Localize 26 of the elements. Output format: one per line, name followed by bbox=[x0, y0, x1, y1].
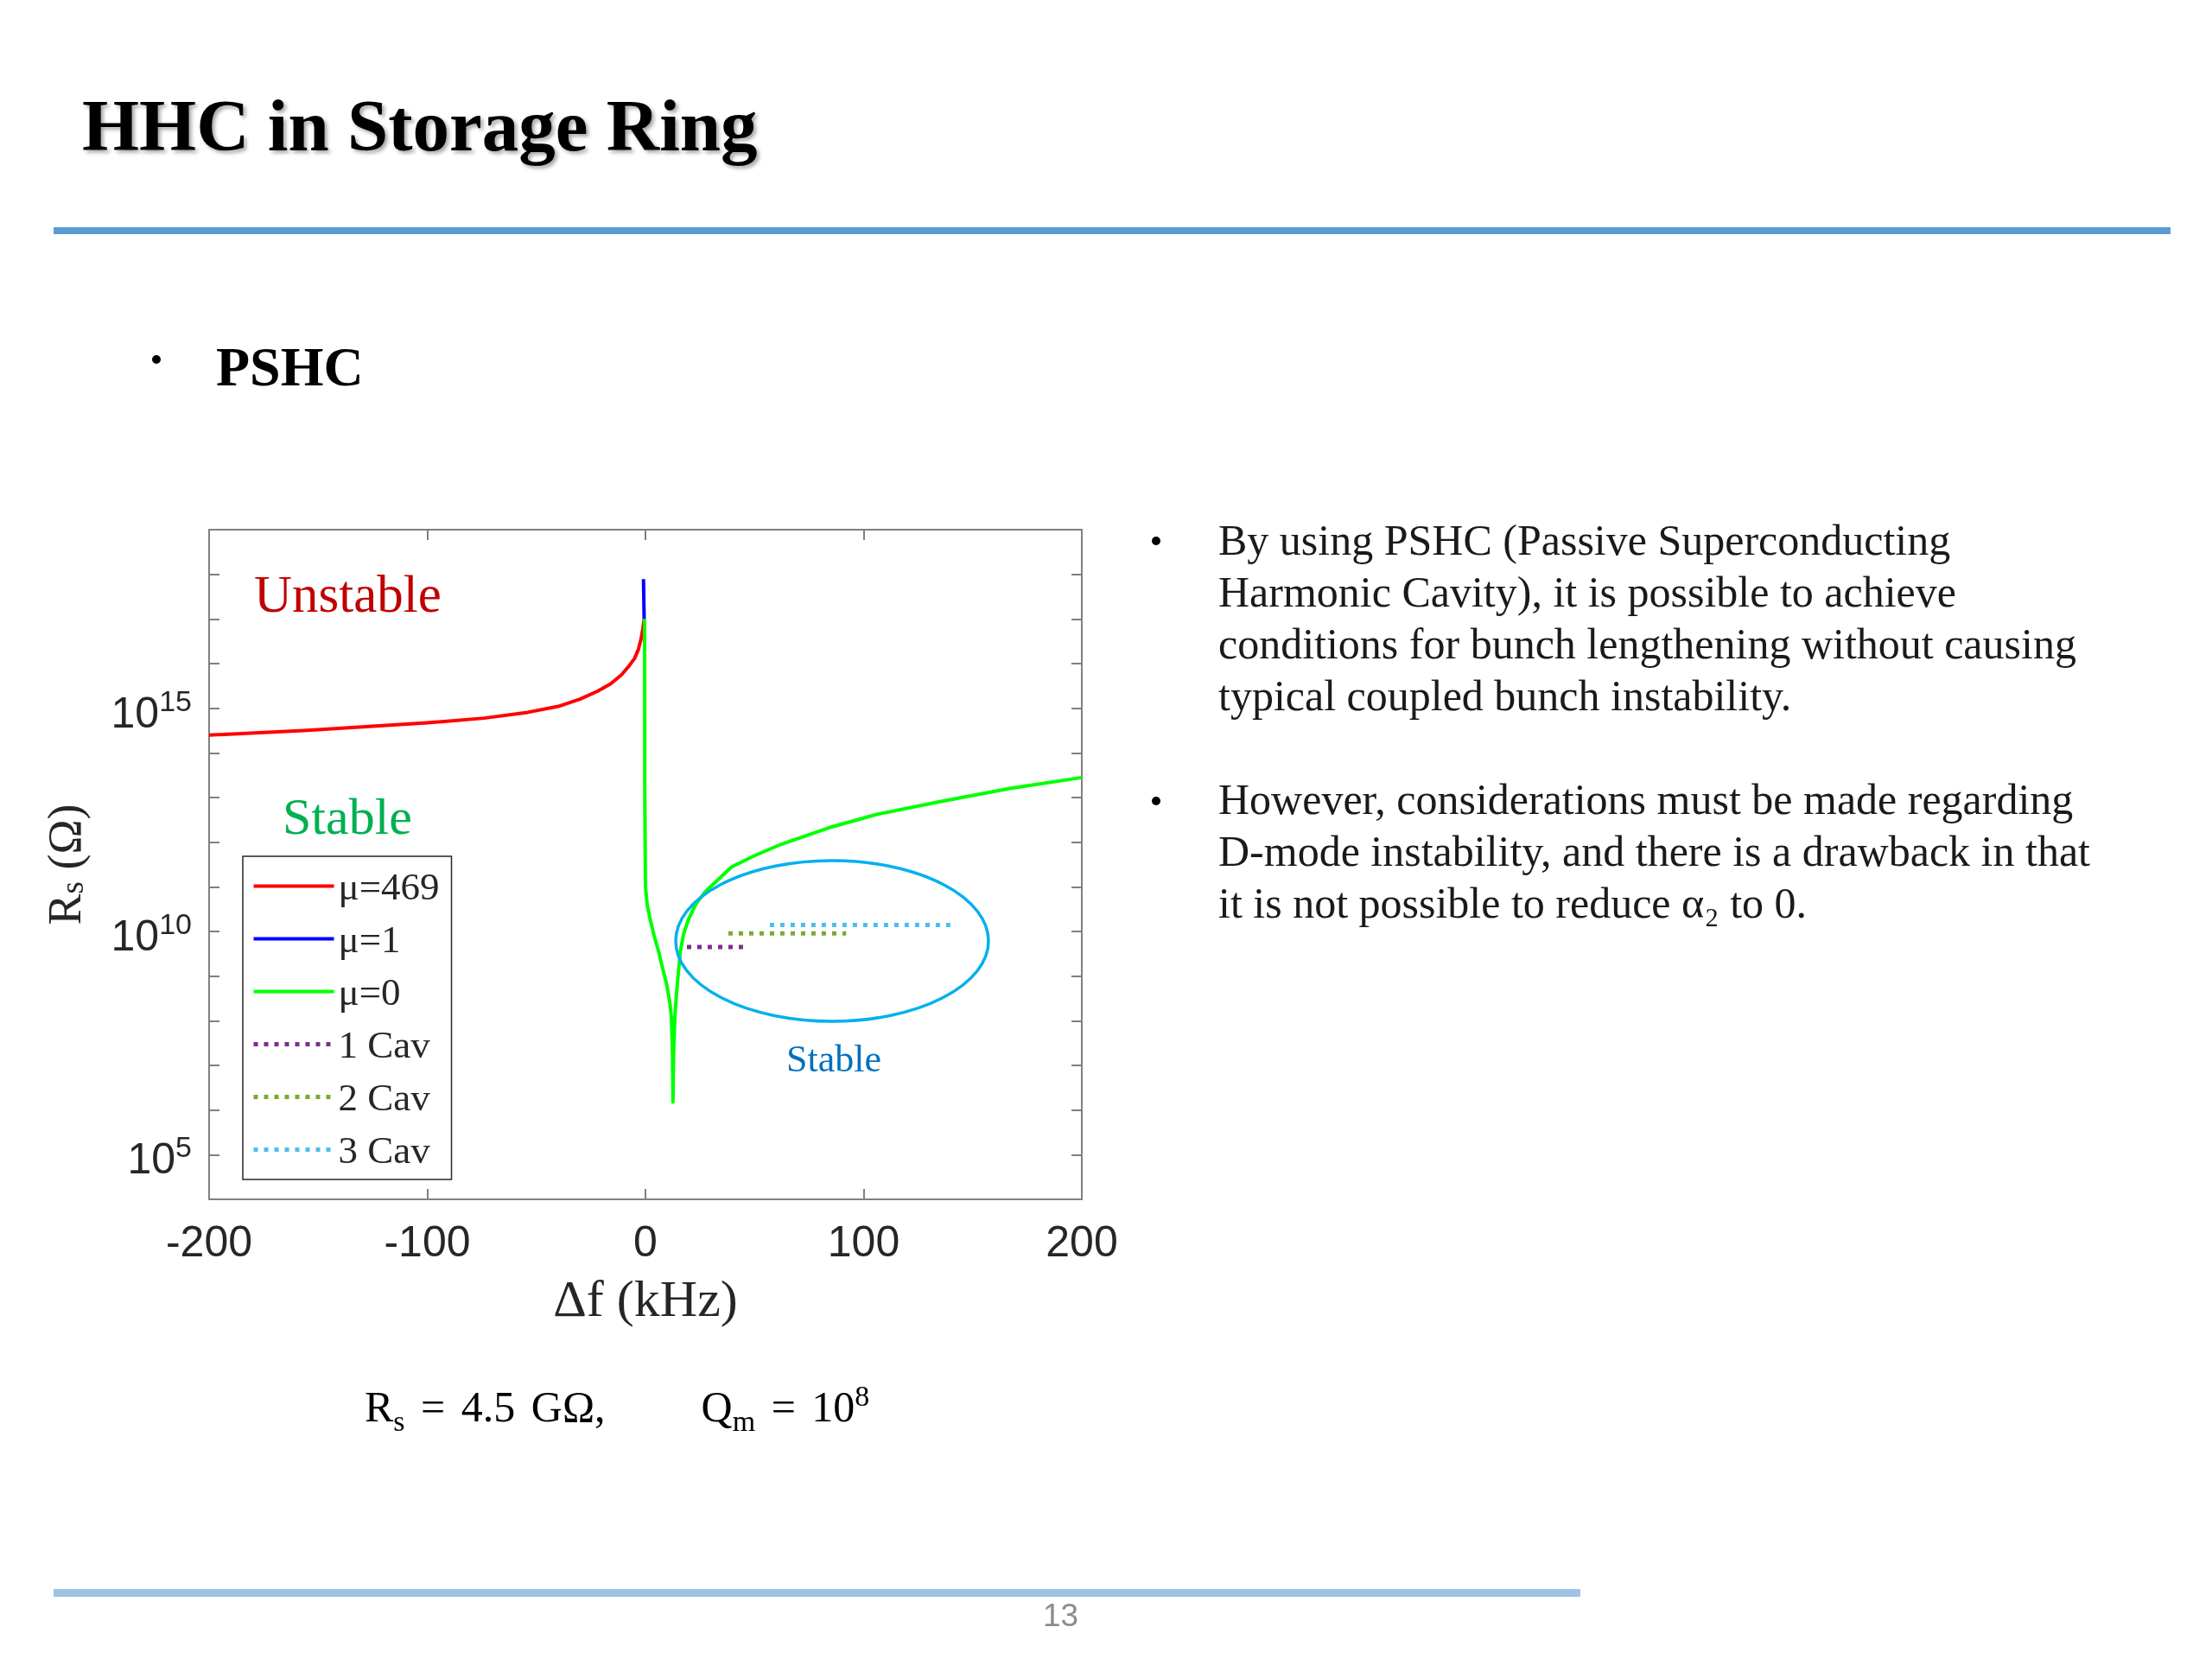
legend-label: μ=0 bbox=[338, 969, 401, 1014]
legend-label: 3 Cav bbox=[338, 1128, 431, 1172]
x-tick-label: 200 bbox=[1046, 1217, 1118, 1267]
x-tick-label: 100 bbox=[827, 1217, 900, 1267]
text: 13 bbox=[1043, 1598, 1079, 1633]
annotation: Unstable bbox=[254, 565, 442, 623]
x-tick-label: -100 bbox=[384, 1217, 471, 1267]
text: R$_{s}$ = 4.5 GΩ, Q$_{m}$ = 10$^{8}$ bbox=[365, 1380, 870, 1437]
y-tick-label: 10$^{5}$ bbox=[127, 1130, 192, 1184]
y-tick-label: 10$^{15}$ bbox=[111, 683, 192, 738]
text: However, considerations must be made regarding D-mode instability, and there is a drawback in that it is not possible to reduce α₂ to 0. bbox=[1218, 774, 2091, 929]
annotation: Stable bbox=[283, 788, 412, 845]
x-tick-label: 0 bbox=[633, 1217, 658, 1267]
x-tick-label: -200 bbox=[165, 1217, 253, 1267]
legend-label: 2 Cav bbox=[338, 1075, 431, 1119]
y-tick-label: 10$^{10}$ bbox=[111, 906, 192, 961]
legend-label: 1 Cav bbox=[338, 1022, 431, 1066]
chart-title: HHC in Storage Ring bbox=[82, 84, 758, 168]
text: By using PSHC (Passive Superconducting Harmonic Cavity), it is possible to achieve conditions for bunch lengthening without causing typical coupled bunch instability. bbox=[1218, 515, 2077, 721]
line-series bbox=[642, 617, 1084, 1104]
y-axis-title: Rs (Ω) bbox=[39, 804, 91, 925]
legend-label: μ=469 bbox=[338, 864, 440, 908]
x-axis-title: Δf (kHz) bbox=[553, 1270, 738, 1327]
legend-label: μ=1 bbox=[338, 917, 401, 961]
chart-subtitle: PSHC bbox=[216, 335, 364, 399]
annotation: Stable bbox=[786, 1038, 881, 1080]
